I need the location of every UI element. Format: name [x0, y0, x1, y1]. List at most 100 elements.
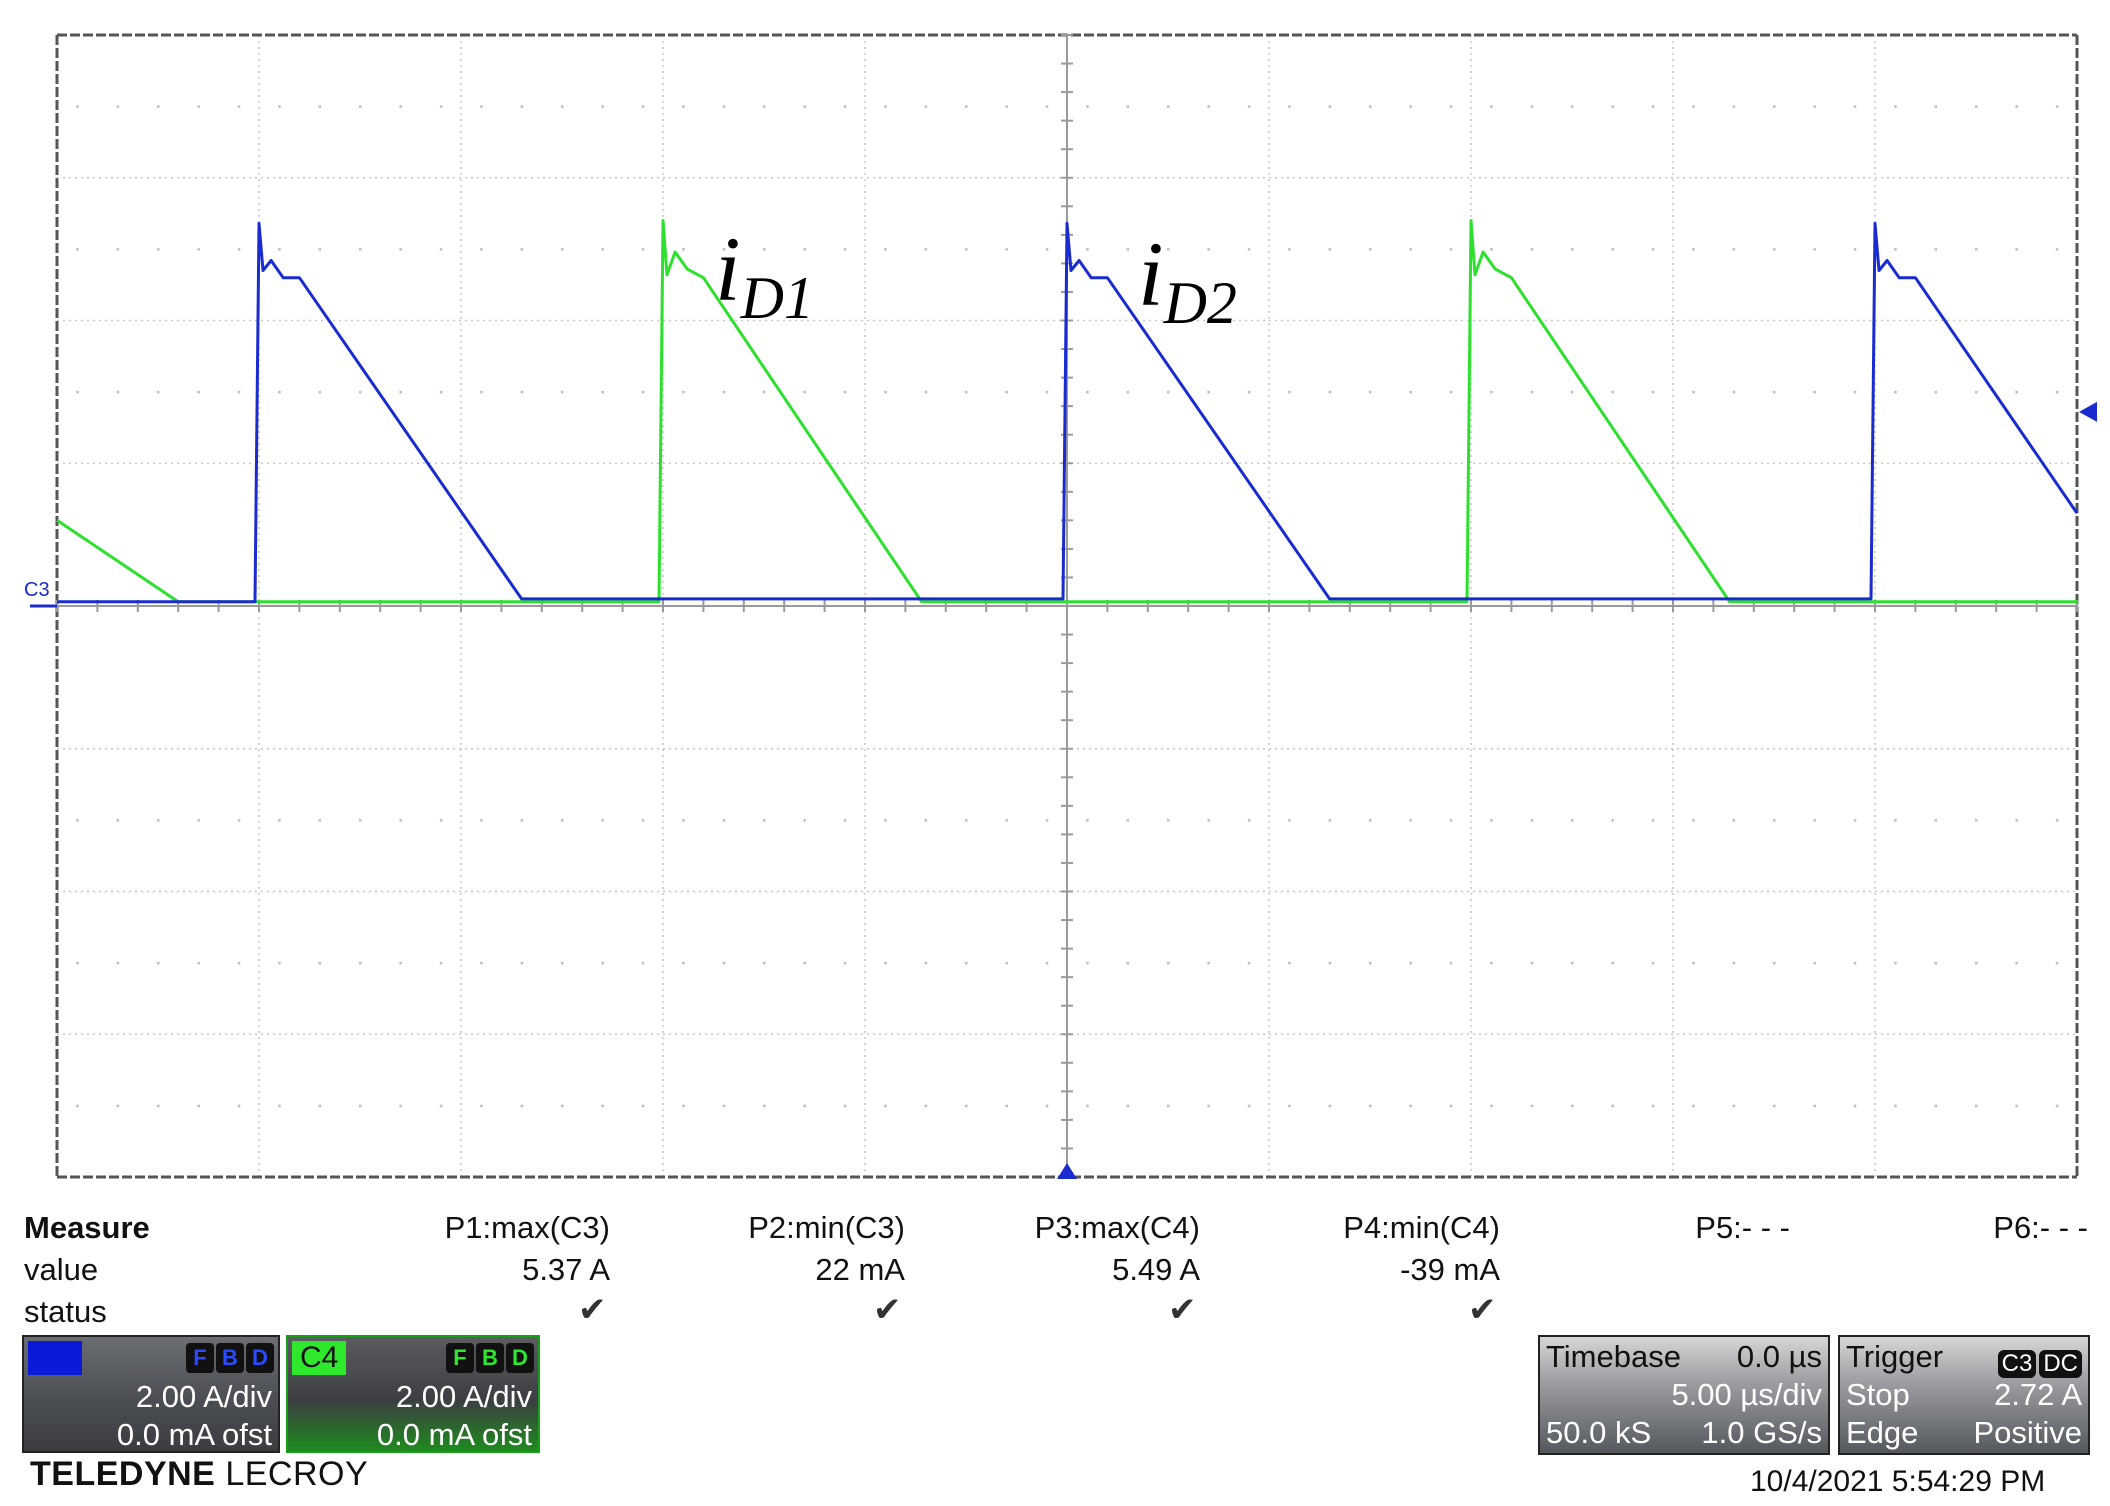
grid-dot: [1490, 105, 1493, 108]
grid-dot: [2015, 105, 2018, 108]
measure-header: Measure: [24, 1210, 150, 1245]
grid-dot: [965, 961, 968, 965]
param-p2-status-icon: ✔: [873, 1291, 902, 1329]
grid-dot: [2015, 1104, 2018, 1108]
grid-dot: [1207, 390, 1210, 394]
trigger-slope: Positive: [1973, 1415, 2082, 1450]
grid-dot: [1005, 390, 1008, 394]
grid-dot: [561, 961, 564, 965]
grid-dot: [76, 105, 79, 108]
grid-dot: [520, 819, 524, 822]
grid-dot: [2015, 390, 2018, 394]
grid-dot: [601, 1104, 604, 1108]
timebase-descriptor[interactable]: Timebase 0.0 µs 5.00 µs/div 50.0 kS 1.0 …: [1538, 1335, 1830, 1455]
channel-c3-descriptor[interactable]: C3 F B D 2.00 A/div 0.0 mA ofst: [22, 1335, 280, 1453]
param-p4-label[interactable]: P4:min(C4): [1343, 1210, 1500, 1245]
grid-dot: [1005, 819, 1008, 822]
trigger-descriptor[interactable]: Trigger C3 DC Stop 2.72 A Edge Positive: [1838, 1335, 2090, 1455]
grid-dot: [803, 819, 806, 822]
grid-dot: [480, 819, 483, 822]
grid-dot: [641, 390, 645, 394]
grid-dot: [1288, 1104, 1291, 1108]
grid-dot: [359, 248, 362, 251]
grid-dot: [1449, 1104, 1453, 1108]
grid-dot: [2055, 1104, 2059, 1108]
grid-dot: [157, 105, 160, 108]
grid-dot: [641, 1104, 645, 1108]
grid-dot: [439, 961, 443, 965]
grid-dot: [480, 105, 483, 108]
grid-dot: [318, 819, 322, 822]
grid-dot: [439, 390, 443, 394]
grid-dot: [1611, 819, 1614, 822]
grid-dot: [722, 390, 726, 394]
grid-dot: [1934, 1104, 1938, 1108]
grid-dot: [682, 1104, 685, 1108]
grid-dot: [2055, 961, 2059, 965]
grid-dot: [278, 819, 281, 822]
grid-dot: [1975, 248, 1978, 251]
grid-dot: [2015, 961, 2018, 965]
trigger-level: 2.72 A: [1994, 1377, 2082, 1412]
grid-dot: [803, 105, 806, 108]
grid-dot: [1813, 390, 1816, 394]
grid-dot: [763, 248, 766, 251]
grid-dot: [1773, 248, 1776, 251]
grid-dot: [1409, 248, 1412, 251]
channel-c4-descriptor[interactable]: C4 F B D 2.00 A/div 0.0 mA ofst: [286, 1335, 540, 1453]
param-p2-label[interactable]: P2:min(C3): [748, 1210, 905, 1245]
grid-dot: [1086, 390, 1089, 394]
grid-dot: [561, 1104, 564, 1108]
flag-d-icon: D: [506, 1343, 534, 1373]
grid-dot: [1086, 819, 1089, 822]
grid-dot: [1530, 390, 1534, 394]
grid-dot: [843, 105, 847, 108]
channel-c3-tag: C3: [28, 1341, 83, 1375]
grid-dot: [1207, 819, 1210, 822]
grid-dot: [1086, 961, 1089, 965]
channel-c3-scale: 2.00 A/div: [135, 1379, 272, 1414]
grid-dot: [682, 105, 685, 108]
grid-dot: [803, 1104, 806, 1108]
grid-dot: [1651, 1104, 1655, 1108]
grid-dot: [1288, 390, 1291, 394]
grid-dot: [1651, 961, 1655, 965]
grid-dot: [1530, 105, 1534, 108]
grid-dot: [965, 1104, 968, 1108]
grid-dot: [884, 248, 887, 251]
grid-dot: [1692, 961, 1695, 965]
grid-dot: [278, 248, 281, 251]
grid-dot: [884, 390, 887, 394]
timebase-label: Timebase: [1546, 1339, 1681, 1374]
grid-dot: [1005, 961, 1008, 965]
grid-dot: [1328, 105, 1332, 108]
grid-dot: [1692, 1104, 1695, 1108]
grid-dot: [1571, 248, 1574, 251]
grid-dot: [1167, 390, 1170, 394]
grid-dot: [763, 819, 766, 822]
param-p3-label[interactable]: P3:max(C4): [1034, 1210, 1200, 1245]
grid-dot: [763, 1104, 766, 1108]
trace-c4: [56, 219, 2077, 604]
grid-dot: [399, 105, 402, 108]
grid-dot: [1773, 819, 1776, 822]
grid-dot: [1934, 248, 1938, 251]
grid-dot: [682, 390, 685, 394]
grid-dot: [237, 961, 241, 965]
grid-dot: [1288, 961, 1291, 965]
grid-dot: [682, 961, 685, 965]
grid-dot: [1530, 1104, 1534, 1108]
param-p1-label[interactable]: P1:max(C3): [444, 1210, 610, 1245]
param-p5-label[interactable]: P5:- - -: [1695, 1210, 1790, 1245]
grid-dot: [1975, 1104, 1978, 1108]
grid-dot: [722, 961, 726, 965]
param-p6-label[interactable]: P6:- - -: [1993, 1210, 2088, 1245]
grid-dot: [1692, 390, 1695, 394]
grid-dot: [197, 1104, 200, 1108]
flag-f-icon: F: [446, 1343, 474, 1373]
channel-c4-tag: C4: [292, 1341, 347, 1375]
grid-dot: [1126, 961, 1130, 965]
grid-dot: [157, 819, 160, 822]
grid-dot: [2055, 819, 2059, 822]
waveform-traces: [56, 219, 2079, 604]
